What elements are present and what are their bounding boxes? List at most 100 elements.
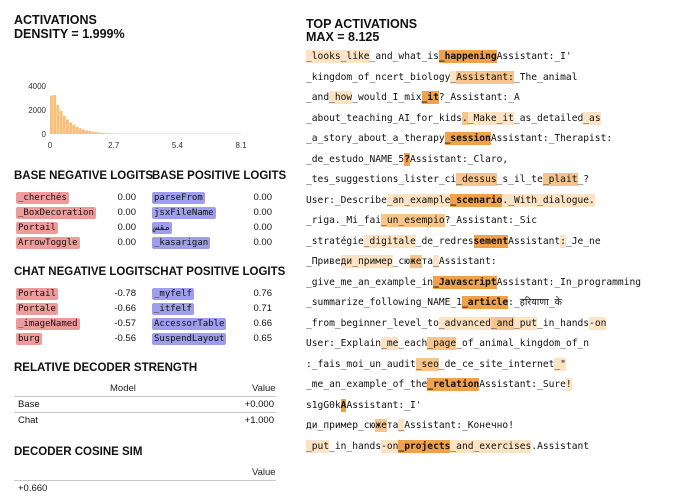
activation-example: _a_story_about_a_therapy_sessionAssistan… <box>306 131 612 147</box>
logit-value: -0.57 <box>114 318 136 329</box>
activation-token: _as_detailed <box>513 112 584 124</box>
activation-token: : <box>560 234 566 248</box>
activation-token: :_हरियाणा_के <box>508 297 562 308</box>
activation-example: _from_beginner_level_to_advanced_and_put… <box>306 316 607 332</box>
logit-value: 0.00 <box>117 222 137 233</box>
histogram-bar <box>91 131 95 134</box>
activation-token: _and <box>490 316 514 330</box>
activation-token: . <box>531 440 538 452</box>
activation-example: _put_in_hands-on_projects_and_exercises.… <box>306 439 589 455</box>
logit-value: 0.00 <box>253 192 273 203</box>
activation-token: _" <box>554 357 566 371</box>
activation-token: _looks <box>306 50 341 63</box>
logit-token: Portail <box>16 288 58 300</box>
activation-token: Assistant:_Claro, <box>409 153 509 165</box>
activations-title: ACTIVATIONS <box>14 13 97 27</box>
logit-row: Portale -0.66 <box>16 302 140 316</box>
relative-decoder-strength-title: RELATIVE DECODER STRENGTH <box>14 362 198 374</box>
rds-row-chat-value: +1.000 <box>244 415 274 426</box>
activation-example: _looks_like_and_what_is_happeningAssista… <box>306 49 572 65</box>
activation-token: _as <box>583 111 601 125</box>
activation-token: Assistant:_Конечно <box>404 420 509 431</box>
activation-token: _ <box>433 255 439 268</box>
activation-token: _and <box>306 92 330 103</box>
activation-token: _digitale <box>363 234 416 248</box>
histogram-bar <box>56 104 60 134</box>
activation-token: sement <box>473 234 509 248</box>
logit-row: _itfelf 0.71 <box>152 302 276 316</box>
activation-token: _riga._Mi_fai <box>306 215 382 226</box>
logit-row: ArrowToggle 0.00 <box>16 236 140 250</box>
activation-token: A <box>340 398 347 412</box>
activation-example: _and_how_would_I_mix_it?_Assistant:_A <box>306 90 520 106</box>
activation-example: _summarize_following_NAME_1_article:_हरि… <box>306 295 562 311</box>
activation-example: _tes_suggestions_lister_ci_dessus_s_il_t… <box>306 172 589 188</box>
logit-value: 0.00 <box>117 192 137 203</box>
activation-token: _Приве <box>306 256 341 267</box>
activation-token: _how <box>329 91 353 104</box>
histogram-bar <box>59 110 63 134</box>
activation-token: же <box>409 255 422 268</box>
activation-token: ди_пример <box>340 255 393 268</box>
activation-token: _would_I_mix <box>352 92 422 103</box>
base-negative-logits-title: BASE NEGATIVE LOGITS <box>14 170 154 182</box>
activation-token: ?_Assistant:_Sic <box>444 215 538 226</box>
activation-example: _kingdom_of_ncert_biology_Assistant:_The… <box>306 70 578 86</box>
histogram-y-tick: 4000 <box>28 82 46 91</box>
activation-token: _session <box>444 132 491 145</box>
activation-token: _de_redres <box>415 235 474 247</box>
activation-token: _a_story_about_a_therapy <box>306 133 445 144</box>
activation-token: _With_dialogue. <box>508 193 595 207</box>
activation-token: _me <box>381 337 399 350</box>
logit-token: jsxFileName <box>152 207 216 219</box>
logit-row: AccessorTable 0.66 <box>152 317 276 331</box>
activation-token: _page <box>427 337 457 350</box>
logit-token: SuspendLayout <box>152 333 227 345</box>
activation-example: ди_пример_сюжета_Assistant:_Конечно! <box>306 418 514 434</box>
activation-token: _Make <box>467 111 497 125</box>
activation-example: _give_me_an_example_in_JavascriptAssista… <box>306 275 641 291</box>
logit-value: 0.71 <box>253 303 273 314</box>
logit-row: SuspendLayout 0.65 <box>152 332 276 346</box>
logit-value: 0.76 <box>253 288 273 299</box>
activation-token: _ <box>398 419 405 432</box>
histogram-bar <box>69 122 73 134</box>
activation-token: Assistant <box>456 70 509 84</box>
histogram-bar <box>75 126 79 134</box>
histogram-y-tick: 2000 <box>28 106 46 115</box>
logit-token: _myfelf <box>152 288 194 300</box>
logit-token: _cherchés <box>16 192 69 204</box>
activation-token: ! <box>565 378 572 391</box>
activation-token: _The_animal <box>513 71 578 83</box>
activation-token: Assistant <box>537 440 590 452</box>
activation-token: :_fais_moi_un_audit <box>306 358 416 370</box>
logit-value: 0.00 <box>117 237 137 248</box>
histogram-bar <box>53 95 57 134</box>
activation-token: Assistant:_I' <box>496 51 572 62</box>
activation-token: _s_il_te <box>496 174 543 185</box>
logit-token: parseFrom <box>152 192 205 204</box>
activation-token: _from_beginner_level_to <box>306 317 439 329</box>
activation-token: _summarize_following_NAME_1 <box>306 297 462 308</box>
activation-token: ? <box>404 152 410 166</box>
activation-example: User:_Describe_an_example_scenario._With… <box>306 193 595 209</box>
logit-row: _myfelf 0.76 <box>152 287 276 301</box>
activation-histogram: 4000 2000 00 2.7 5.4 8.1 <box>28 82 247 150</box>
activation-token: . <box>461 111 468 125</box>
histogram-bar <box>78 128 82 134</box>
logit-value: 0.00 <box>253 222 273 233</box>
cosine-value: +0.660 <box>18 483 48 494</box>
activation-example: s1gG0kAAssistant:_I' <box>306 398 422 414</box>
histogram-bar <box>65 119 69 134</box>
activation-token: _give_me_an_example_in <box>306 276 434 288</box>
histogram-x-tick: 5.4 <box>172 141 184 150</box>
histogram-x-tick: 2.7 <box>108 141 120 150</box>
activation-token: _article <box>461 296 509 309</box>
activation-token: _advanced <box>438 316 491 330</box>
max-activation-label: MAX = 8.125 <box>306 30 380 44</box>
activation-example: User:_Explain_me_each_page_of_animal_kin… <box>306 336 589 352</box>
activation-token: _in_hands <box>537 317 590 329</box>
activation-token: _de_estudo_NAME_5 <box>306 153 405 165</box>
activation-token: _plait <box>542 173 578 186</box>
histogram-bar <box>85 130 89 134</box>
